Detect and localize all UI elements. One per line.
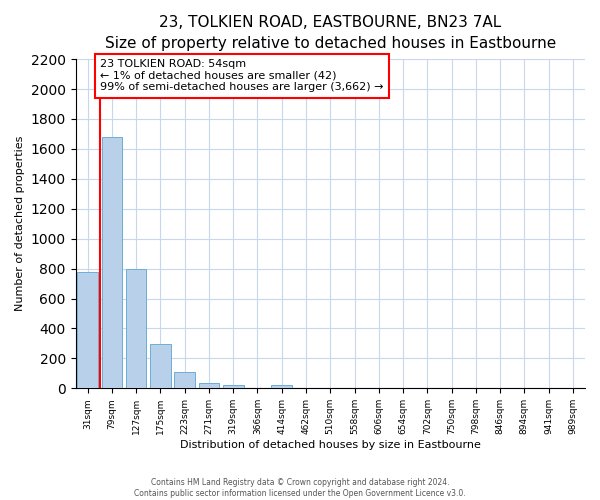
- X-axis label: Distribution of detached houses by size in Eastbourne: Distribution of detached houses by size …: [180, 440, 481, 450]
- Bar: [77, 272, 98, 388]
- Bar: [271, 385, 292, 388]
- Bar: [223, 385, 244, 388]
- Text: 23 TOLKIEN ROAD: 54sqm
← 1% of detached houses are smaller (42)
99% of semi-deta: 23 TOLKIEN ROAD: 54sqm ← 1% of detached …: [100, 59, 384, 92]
- Y-axis label: Number of detached properties: Number of detached properties: [15, 136, 25, 312]
- Title: 23, TOLKIEN ROAD, EASTBOURNE, BN23 7AL
Size of property relative to detached hou: 23, TOLKIEN ROAD, EASTBOURNE, BN23 7AL S…: [104, 15, 556, 51]
- Bar: [126, 270, 146, 388]
- Bar: [199, 382, 219, 388]
- Text: Contains HM Land Registry data © Crown copyright and database right 2024.
Contai: Contains HM Land Registry data © Crown c…: [134, 478, 466, 498]
- Bar: [150, 344, 171, 389]
- Bar: [175, 372, 195, 388]
- Bar: [101, 137, 122, 388]
